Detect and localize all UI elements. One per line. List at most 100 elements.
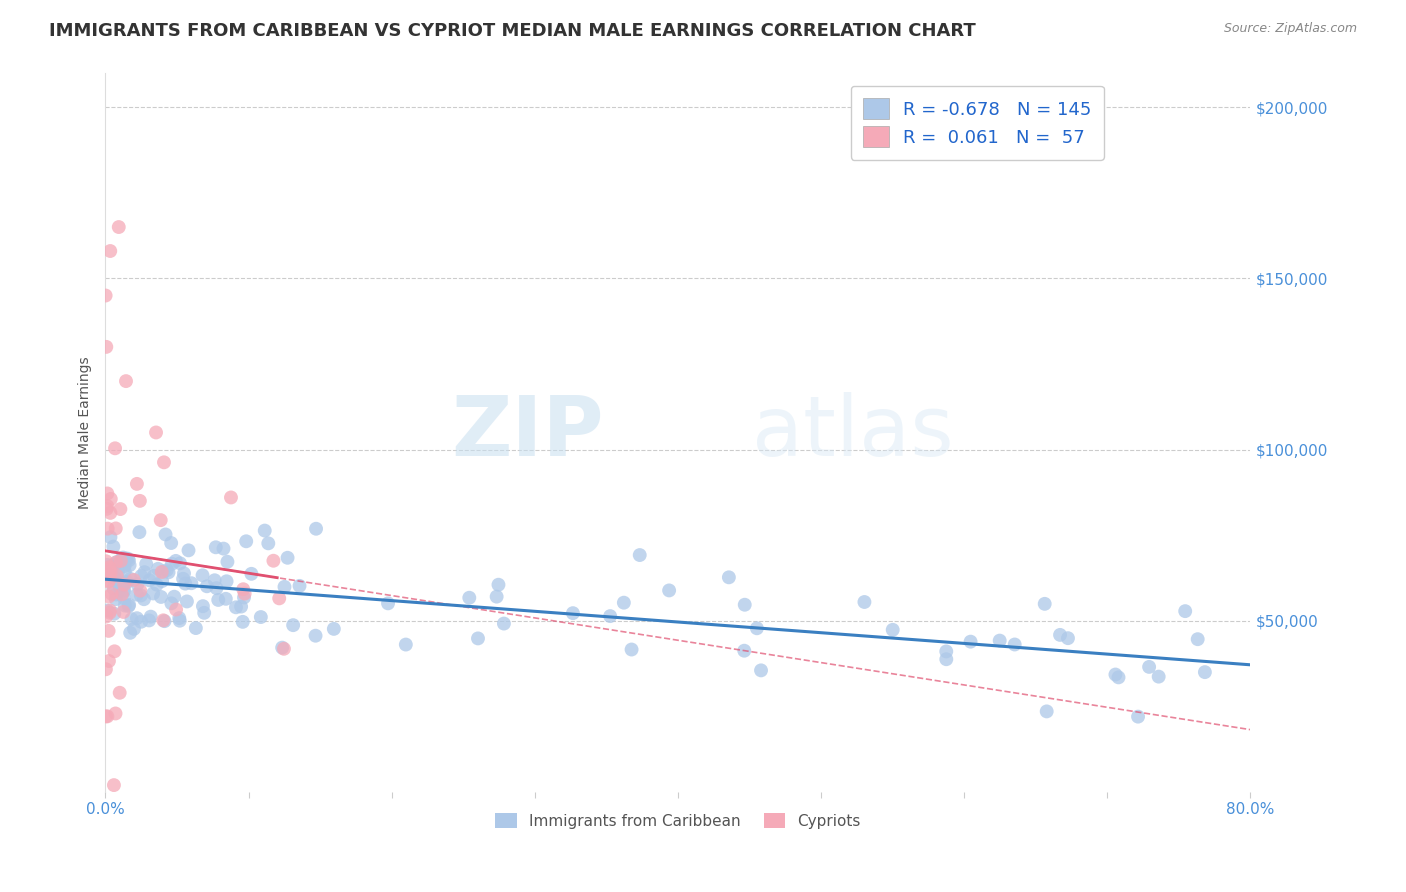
Point [103, 558, 125, 573]
Point [305, 522, 328, 536]
Point [112, 584, 135, 599]
Point [195, 579, 218, 593]
Point [173, 566, 195, 581]
Point [100, 530, 122, 544]
Point [253, 524, 276, 538]
Point [111, 551, 134, 566]
Point [204, 541, 226, 555]
Point [135, 557, 157, 571]
Point [225, 600, 247, 615]
Point [129, 569, 152, 583]
Point [152, 613, 174, 627]
Point [145, 425, 167, 440]
Point [149, 513, 172, 527]
Point [112, 575, 135, 590]
Point [118, 553, 141, 567]
Point [146, 562, 169, 576]
Point [100, 506, 122, 520]
Point [395, 638, 418, 652]
Point [160, 596, 183, 610]
Point [180, 576, 202, 591]
Point [122, 622, 145, 636]
Point [458, 591, 481, 605]
Point [98, 569, 121, 583]
Point [118, 598, 141, 612]
Point [271, 640, 294, 655]
Point [142, 569, 165, 583]
Point [98, 566, 121, 581]
Point [1033, 597, 1056, 611]
Point [988, 633, 1011, 648]
Point [142, 586, 165, 600]
Point [217, 555, 239, 569]
Point [103, 644, 125, 658]
Point [146, 577, 169, 591]
Point [96, 709, 118, 723]
Point [467, 632, 489, 646]
Point [97, 590, 120, 604]
Point [163, 590, 186, 604]
Point [935, 644, 957, 658]
Point [853, 595, 876, 609]
Point [1137, 660, 1160, 674]
Point [98, 561, 121, 575]
Point [1187, 632, 1209, 647]
Point [191, 599, 214, 614]
Point [97, 574, 120, 589]
Y-axis label: Median Male Earnings: Median Male Earnings [79, 356, 93, 508]
Point [103, 607, 125, 621]
Point [96, 499, 118, 513]
Point [110, 554, 132, 568]
Point [114, 565, 136, 579]
Point [103, 581, 125, 595]
Point [935, 652, 957, 666]
Point [229, 599, 252, 614]
Point [1174, 604, 1197, 618]
Point [115, 551, 138, 566]
Point [658, 583, 681, 598]
Point [215, 574, 238, 589]
Point [277, 550, 299, 565]
Point [112, 550, 135, 565]
Point [215, 591, 238, 606]
Point [104, 592, 127, 607]
Point [281, 618, 304, 632]
Point [104, 521, 127, 535]
Point [733, 643, 755, 657]
Point [98, 244, 121, 258]
Point [745, 621, 768, 635]
Point [129, 615, 152, 629]
Point [749, 664, 772, 678]
Point [304, 629, 326, 643]
Point [104, 706, 127, 721]
Point [599, 609, 621, 624]
Point [204, 574, 226, 588]
Point [112, 577, 135, 591]
Point [232, 582, 254, 597]
Point [112, 583, 135, 598]
Point [98, 560, 121, 574]
Point [165, 602, 187, 616]
Point [101, 561, 124, 575]
Point [104, 571, 127, 585]
Text: IMMIGRANTS FROM CARIBBEAN VS CYPRIOT MEDIAN MALE EARNINGS CORRELATION CHART: IMMIGRANTS FROM CARIBBEAN VS CYPRIOT MED… [49, 22, 976, 40]
Point [262, 554, 284, 568]
Point [100, 587, 122, 601]
Point [115, 574, 138, 589]
Point [232, 615, 254, 629]
Point [1035, 705, 1057, 719]
Point [97, 574, 120, 588]
Point [150, 574, 173, 588]
Point [169, 556, 191, 570]
Point [96, 603, 118, 617]
Point [96, 609, 118, 624]
Point [150, 590, 173, 604]
Legend: Immigrants from Caribbean, Cypriots: Immigrants from Caribbean, Cypriots [489, 806, 866, 835]
Point [1147, 670, 1170, 684]
Point [134, 565, 156, 579]
Point [97, 624, 120, 638]
Point [125, 476, 148, 491]
Point [169, 614, 191, 628]
Point [160, 557, 183, 571]
Point [488, 578, 510, 592]
